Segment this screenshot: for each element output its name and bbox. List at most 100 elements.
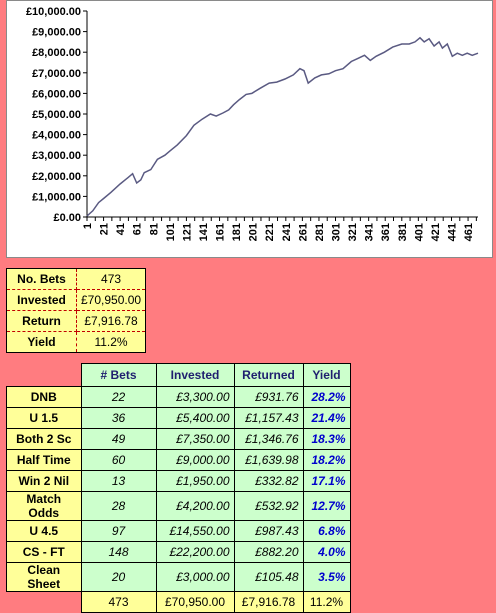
markets-body: DNB 22 £3,300.00 £931.76 28.2% U 1.5 36 … <box>6 386 351 613</box>
x-tick-label: 41 <box>115 223 127 235</box>
y-tick-label: £6,000.00 <box>32 88 81 100</box>
table-row: U 4.5 97 £14,550.00 £987.43 6.8% <box>6 520 351 542</box>
markets-table: # Bets Invested Returned Yield DNB 22 £3… <box>6 363 351 613</box>
y-tick-label: £1,000.00 <box>32 191 81 203</box>
table-row: Clean Sheet 20 £3,000.00 £105.48 3.5% <box>6 562 351 592</box>
x-tick-label: 1 <box>82 223 94 229</box>
market-yield: 18.3% <box>302 428 351 450</box>
x-tick-label: 241 <box>281 223 293 241</box>
total-blank <box>6 591 81 613</box>
market-invested: £4,200.00 <box>155 491 235 521</box>
market-invested: £1,950.00 <box>155 470 235 492</box>
header-bets: # Bets <box>80 363 157 387</box>
x-tick-label: 61 <box>132 223 144 235</box>
summary-row-invested: Invested £70,950.00 <box>6 289 147 311</box>
market-yield: 12.7% <box>302 491 351 521</box>
summary-row-return: Return £7,916.78 <box>6 310 147 332</box>
header-invested: Invested <box>155 363 235 387</box>
market-yield: 17.1% <box>302 470 351 492</box>
market-name: CS - FT <box>6 541 82 563</box>
market-name: Win 2 Nil <box>6 470 82 492</box>
x-tick-label: 401 <box>413 223 425 241</box>
header-yield: Yield <box>302 363 351 387</box>
profit-chart: £0.00 £1,000.00 £2,000.00 £3,000.00 £4,000.0… <box>6 0 493 258</box>
x-tick-label: 121 <box>181 223 193 241</box>
market-yield: 21.4% <box>302 407 351 429</box>
x-tick-label: 201 <box>248 223 260 241</box>
summary-value: £7,916.78 <box>75 310 147 332</box>
y-tick-label: £4,000.00 <box>32 130 81 142</box>
market-returned: £532.92 <box>233 491 304 521</box>
market-returned: £332.82 <box>233 470 304 492</box>
summary-label: Yield <box>6 331 77 353</box>
y-tick-label: £10,000.00 <box>26 6 81 18</box>
table-row: Win 2 Nil 13 £1,950.00 £332.82 17.1% <box>6 470 351 492</box>
market-returned: £931.76 <box>233 386 304 408</box>
y-tick-label: £8,000.00 <box>32 47 81 59</box>
total-returned: £7,916.78 <box>233 591 304 613</box>
market-invested: £3,300.00 <box>155 386 235 408</box>
x-tick-label: 141 <box>198 223 210 241</box>
y-tick-label: £0.00 <box>53 212 81 224</box>
market-name: U 4.5 <box>6 520 82 542</box>
x-tick-label: 301 <box>331 223 343 241</box>
x-tick-label: 381 <box>397 223 409 241</box>
x-tick-label: 341 <box>364 223 376 241</box>
market-yield: 3.5% <box>302 562 351 592</box>
summary-table: No. Bets 473 Invested £70,950.00 Return … <box>6 268 147 353</box>
x-tick-label: 361 <box>380 223 392 241</box>
market-bets: 97 <box>80 520 157 542</box>
total-bets: 473 <box>80 591 157 613</box>
summary-row-bets: No. Bets 473 <box>6 268 147 290</box>
summary-value: 473 <box>75 268 147 290</box>
market-invested: £9,000.00 <box>155 449 235 471</box>
market-name: DNB <box>6 386 82 408</box>
table-row: Half Time 60 £9,000.00 £1,639.98 18.2% <box>6 449 351 471</box>
table-row: Both 2 Sc 49 £7,350.00 £1,346.76 18.3% <box>6 428 351 450</box>
market-yield: 18.2% <box>302 449 351 471</box>
series-line <box>86 36 479 217</box>
market-bets: 148 <box>80 541 157 563</box>
market-bets: 28 <box>80 491 157 521</box>
market-returned: £1,639.98 <box>233 449 304 471</box>
y-tick-label: £2,000.00 <box>32 171 81 183</box>
table-row: Match Odds 28 £4,200.00 £532.92 12.7% <box>6 491 351 521</box>
market-name: Match Odds <box>6 491 82 521</box>
market-invested: £22,200.00 <box>155 541 235 563</box>
table-row: DNB 22 £3,300.00 £931.76 28.2% <box>6 386 351 408</box>
x-tick-label: 81 <box>148 223 160 235</box>
market-returned: £1,157.43 <box>233 407 304 429</box>
market-bets: 20 <box>80 562 157 592</box>
table-row: U 1.5 36 £5,400.00 £1,157.43 21.4% <box>6 407 351 429</box>
y-tick-label: £7,000.00 <box>32 68 81 80</box>
header-returned: Returned <box>233 363 304 387</box>
market-returned: £105.48 <box>233 562 304 592</box>
market-name: Clean Sheet <box>6 562 82 592</box>
x-tick-label: 461 <box>463 223 475 241</box>
market-name: U 1.5 <box>6 407 82 429</box>
summary-label: Invested <box>6 289 77 311</box>
markets-header-row: # Bets Invested Returned Yield <box>6 363 351 387</box>
y-tick-label: £3,000.00 <box>32 150 81 162</box>
total-row: 473 £70,950.00 £7,916.78 11.2% <box>6 591 351 613</box>
market-bets: 49 <box>80 428 157 450</box>
market-bets: 36 <box>80 407 157 429</box>
market-bets: 22 <box>80 386 157 408</box>
x-tick-label: 321 <box>347 223 359 241</box>
summary-value: 11.2% <box>75 331 147 353</box>
market-invested: £14,550.00 <box>155 520 235 542</box>
market-yield: 6.8% <box>302 520 351 542</box>
x-tick-label: 261 <box>297 223 309 241</box>
x-tick-label: 21 <box>99 223 111 235</box>
market-invested: £5,400.00 <box>155 407 235 429</box>
market-returned: £987.43 <box>233 520 304 542</box>
total-invested: £70,950.00 <box>155 591 235 613</box>
x-tick-label: 421 <box>430 223 442 241</box>
market-yield: 28.2% <box>302 386 351 408</box>
header-blank <box>6 363 81 387</box>
x-tick-label: 101 <box>165 223 177 241</box>
x-tick-label: 181 <box>231 223 243 241</box>
summary-row-yield: Yield 11.2% <box>6 331 147 353</box>
y-tick-label: £9,000.00 <box>32 27 81 39</box>
market-returned: £882.20 <box>233 541 304 563</box>
